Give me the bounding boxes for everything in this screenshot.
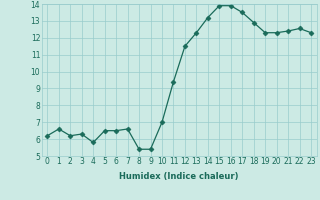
X-axis label: Humidex (Indice chaleur): Humidex (Indice chaleur) (119, 172, 239, 181)
